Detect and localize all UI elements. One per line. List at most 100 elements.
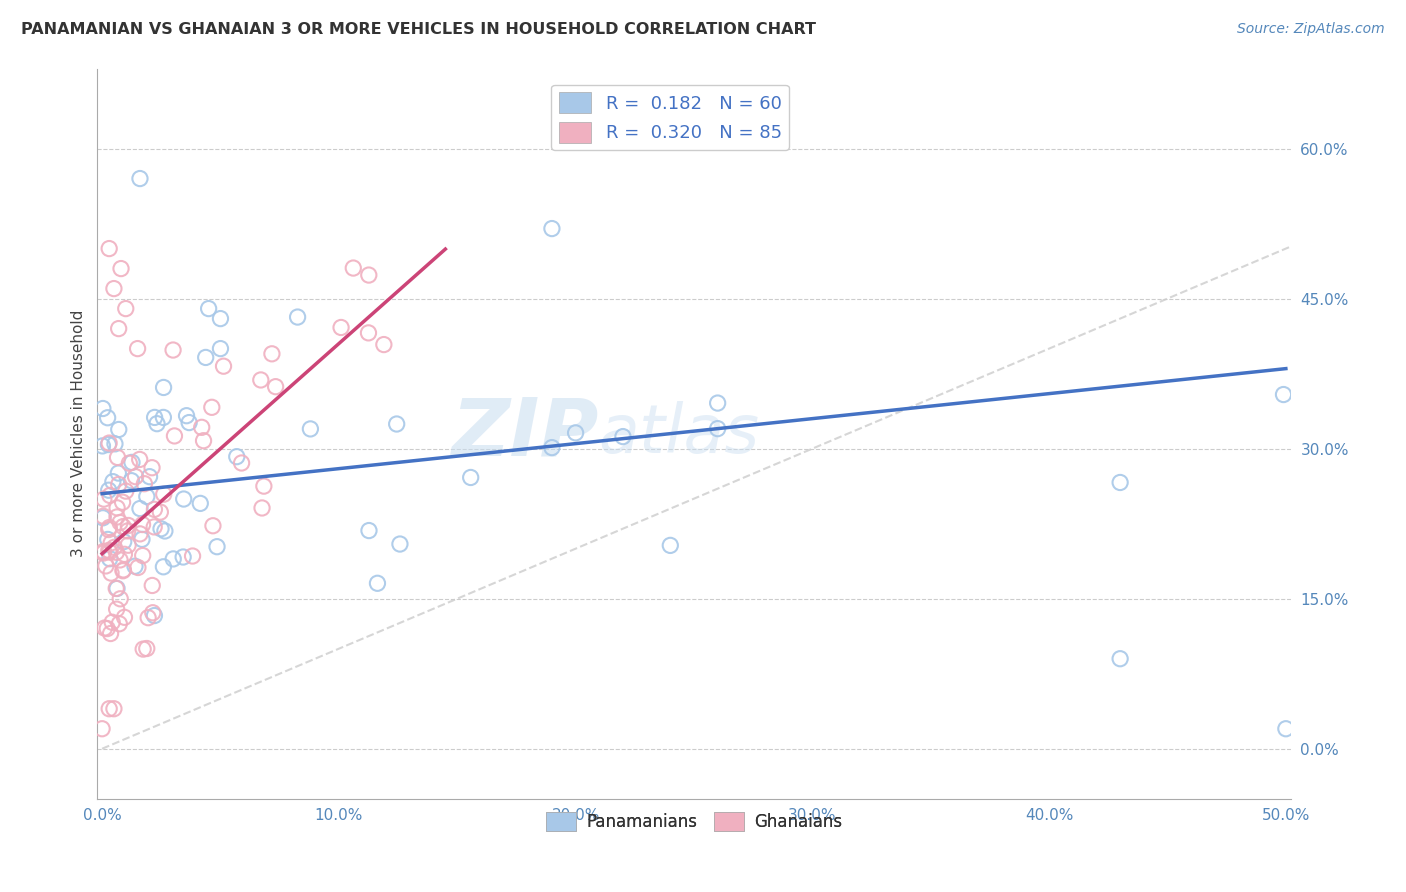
Point [124,469,146,483]
Point [460,470,482,484]
Point [97,410,120,425]
Point [205,540,228,554]
Point [103,702,125,716]
Point [250,500,273,515]
Point [107,321,129,335]
Point [1109,651,1132,665]
Point [706,422,728,436]
Point [131,517,153,532]
Point [143,410,166,425]
Text: atlas: atlas [599,401,759,467]
Point [146,417,169,431]
Point [112,519,135,533]
Point [108,553,131,567]
Point [98,520,121,534]
Point [193,434,215,448]
Point [179,416,201,430]
Point [104,437,127,451]
Point [152,410,174,425]
Point [117,538,139,552]
Y-axis label: 3 or more Vehicles in Household: 3 or more Vehicles in Household [72,310,86,558]
Point [128,452,150,467]
Point [97,483,120,498]
Point [91,722,114,736]
Point [129,501,152,516]
Point [143,502,166,516]
Point [212,359,235,374]
Point [118,456,141,470]
Point [330,320,353,334]
Point [105,510,128,524]
Point [209,311,232,326]
Point [98,551,121,566]
Point [117,518,139,533]
Point [541,441,564,455]
Point [100,566,122,580]
Point [112,563,135,577]
Point [142,606,165,620]
Point [98,436,121,450]
Point [112,547,135,561]
Point [143,608,166,623]
Point [91,439,114,453]
Point [111,564,134,578]
Point [98,702,121,716]
Point [96,622,118,636]
Point [97,437,120,451]
Point [373,337,395,351]
Point [152,487,174,501]
Text: PANAMANIAN VS GHANAIAN 3 OR MORE VEHICLES IN HOUSEHOLD CORRELATION CHART: PANAMANIAN VS GHANAIAN 3 OR MORE VEHICLE… [21,22,815,37]
Point [357,326,380,340]
Point [111,495,134,509]
Point [93,546,115,560]
Point [162,343,184,357]
Point [105,582,128,596]
Point [1272,387,1295,401]
Point [135,641,157,656]
Point [541,221,564,235]
Point [163,429,186,443]
Point [197,301,219,316]
Point [194,351,217,365]
Point [1275,722,1298,736]
Point [176,409,198,423]
Point [103,282,125,296]
Point [93,492,115,507]
Point [201,401,224,415]
Point [287,310,309,324]
Point [114,484,136,499]
Point [225,450,247,464]
Point [97,523,120,537]
Point [129,527,152,541]
Point [612,429,634,443]
Point [209,342,232,356]
Point [153,524,176,538]
Point [105,602,128,616]
Point [97,543,120,558]
Point [98,242,121,256]
Point [388,537,411,551]
Point [91,401,114,416]
Point [143,520,166,534]
Point [201,518,224,533]
Point [101,475,124,489]
Point [98,488,121,502]
Point [98,545,121,559]
Point [249,373,271,387]
Point [366,576,388,591]
Point [114,301,136,316]
Point [91,509,114,524]
Point [136,610,159,624]
Point [108,616,131,631]
Point [1109,475,1132,490]
Point [131,533,153,547]
Point [107,466,129,480]
Point [107,450,129,465]
Point [124,559,146,574]
Text: ZIP: ZIP [451,394,599,473]
Point [342,261,364,276]
Point [149,505,172,519]
Point [152,380,174,394]
Point [108,516,131,530]
Point [91,510,114,524]
